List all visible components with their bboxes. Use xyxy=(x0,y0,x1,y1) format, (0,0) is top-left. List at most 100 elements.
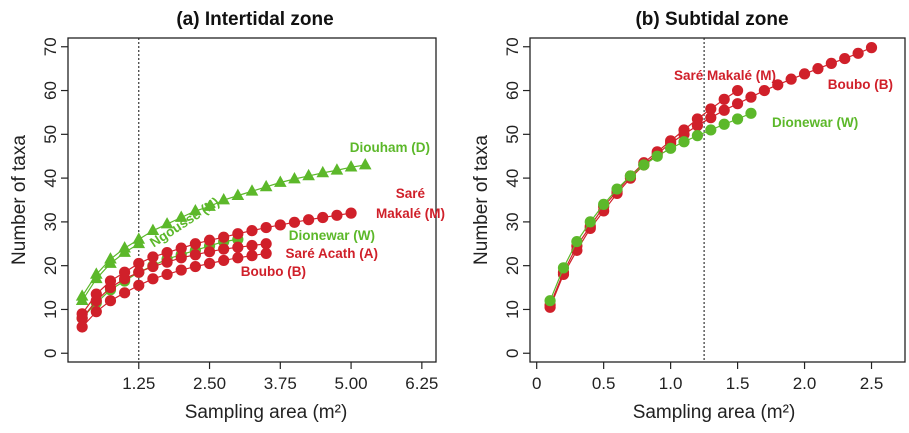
x-tick-label: 5.00 xyxy=(335,374,368,393)
y-tick-label: 10 xyxy=(503,300,522,319)
data-point xyxy=(785,73,797,85)
x-tick-label: 0 xyxy=(532,374,541,393)
data-point xyxy=(245,184,259,196)
y-tick-label: 30 xyxy=(41,212,60,231)
series-label: Dionewar (W) xyxy=(772,115,858,130)
data-point xyxy=(691,113,704,125)
data-point xyxy=(345,207,357,219)
x-axis-label: Sampling area (m²) xyxy=(633,402,796,423)
series-label: Boubo (B) xyxy=(828,77,893,92)
x-tick-label: 6.25 xyxy=(405,374,438,393)
data-point xyxy=(611,183,623,195)
data-point xyxy=(288,216,301,228)
series-label: Boubo (B) xyxy=(241,264,306,279)
y-tick-label: 70 xyxy=(41,37,60,56)
y-tick-label: 20 xyxy=(503,256,522,275)
data-point xyxy=(104,295,117,307)
data-point xyxy=(344,160,358,172)
data-point xyxy=(203,234,216,246)
panel-title: (b) Subtidal zone xyxy=(635,9,788,30)
data-point xyxy=(731,84,744,97)
data-point xyxy=(260,221,272,234)
data-point xyxy=(259,179,273,192)
data-point xyxy=(638,159,650,171)
data-point xyxy=(119,273,131,285)
series-3 xyxy=(76,207,357,320)
y-tick-label: 0 xyxy=(41,349,60,358)
y-axis-label: Number of taxa xyxy=(471,135,492,265)
data-point xyxy=(175,242,187,254)
data-point xyxy=(218,243,230,255)
data-point xyxy=(274,219,286,231)
data-point xyxy=(217,193,230,205)
data-point xyxy=(316,165,330,178)
y-tick-label: 20 xyxy=(41,256,60,275)
series-line xyxy=(549,47,872,308)
series-2 xyxy=(544,107,757,307)
data-point xyxy=(260,247,272,260)
data-point xyxy=(189,260,201,273)
data-point xyxy=(598,198,610,210)
series-line xyxy=(549,112,752,301)
data-point xyxy=(624,170,637,182)
plot-frame xyxy=(529,37,906,363)
y-tick-label: 60 xyxy=(41,81,60,100)
data-point xyxy=(718,118,730,130)
data-point xyxy=(133,257,145,270)
data-point xyxy=(174,210,188,222)
series-label: Saré Acath (A) xyxy=(285,246,378,261)
data-point xyxy=(90,271,103,284)
x-tick-label: 3.75 xyxy=(264,374,297,393)
data-point xyxy=(90,306,102,318)
series-label: Diouham (D) xyxy=(350,140,430,155)
data-point xyxy=(691,130,704,142)
x-tick-label: 1.0 xyxy=(659,374,683,393)
data-point xyxy=(651,150,663,162)
data-point xyxy=(303,214,315,226)
data-point xyxy=(678,124,690,136)
x-tick-label: 2.5 xyxy=(860,374,884,393)
data-point xyxy=(147,273,159,285)
data-point xyxy=(175,252,187,264)
y-tick-label: 70 xyxy=(503,37,522,56)
data-point xyxy=(839,52,851,65)
x-axis-label: Sampling area (m²) xyxy=(185,402,348,423)
data-point xyxy=(705,103,717,115)
data-point xyxy=(705,112,717,124)
y-axis-label: Number of taxa xyxy=(9,135,30,265)
y-tick-label: 30 xyxy=(503,212,522,231)
series-label: Saré xyxy=(396,186,426,201)
data-point xyxy=(678,136,690,148)
data-point xyxy=(731,113,744,125)
y-tick-label: 10 xyxy=(41,300,60,319)
data-point xyxy=(246,239,258,252)
y-tick-label: 40 xyxy=(41,169,60,188)
data-point xyxy=(118,245,131,257)
panel-a: (a) Intertidal zone 1.25 2.50 3.75 5.00 6.25 0… xyxy=(9,9,445,423)
y-tick-label: 50 xyxy=(503,125,522,144)
plot-frame xyxy=(67,37,437,363)
data-point xyxy=(218,254,230,267)
data-point xyxy=(331,209,343,221)
data-point xyxy=(133,279,145,291)
data-point xyxy=(132,236,146,249)
y-tick-label: 0 xyxy=(503,349,522,358)
data-point xyxy=(75,293,89,306)
y-tick-label: 60 xyxy=(503,81,522,100)
data-point xyxy=(705,124,717,136)
data-point xyxy=(231,188,245,200)
data-point xyxy=(133,266,145,278)
data-point xyxy=(160,217,174,229)
series-label: Dionewar (W) xyxy=(289,228,375,243)
data-point xyxy=(260,238,272,250)
series-1 xyxy=(75,236,146,306)
data-point xyxy=(665,142,677,154)
series-0 xyxy=(75,157,372,301)
data-point xyxy=(358,157,372,170)
data-point xyxy=(203,246,216,258)
data-point xyxy=(161,246,173,259)
data-point xyxy=(147,260,159,273)
data-point xyxy=(232,252,244,264)
data-point xyxy=(203,257,216,270)
